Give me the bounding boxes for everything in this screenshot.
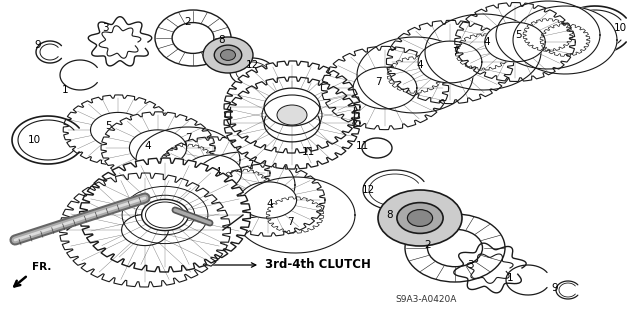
Text: 9: 9 [552,283,558,293]
Text: 1: 1 [61,85,68,95]
Polygon shape [224,61,360,153]
Polygon shape [79,158,250,272]
Text: 2: 2 [185,17,191,27]
Text: 12: 12 [245,60,259,70]
Polygon shape [141,199,188,231]
Text: 7: 7 [185,133,191,143]
Ellipse shape [203,37,253,73]
Polygon shape [101,112,215,184]
Polygon shape [357,37,473,113]
Text: 8: 8 [387,210,394,220]
Text: 7: 7 [452,47,458,57]
Text: 10: 10 [613,23,627,33]
Text: 8: 8 [219,35,225,45]
Text: 4: 4 [214,167,221,177]
Polygon shape [63,95,173,165]
Text: 5: 5 [105,121,111,131]
Polygon shape [224,77,360,169]
Polygon shape [321,46,449,130]
Text: 7: 7 [246,160,253,170]
Polygon shape [264,104,320,142]
Polygon shape [90,112,145,148]
Polygon shape [425,14,541,90]
Text: 1: 1 [507,273,513,283]
Polygon shape [122,214,168,246]
Polygon shape [387,20,513,104]
Text: S9A3-A0420A: S9A3-A0420A [395,295,456,305]
Polygon shape [129,130,187,166]
Polygon shape [239,182,296,218]
Text: 9: 9 [35,40,42,50]
Text: FR.: FR. [32,262,51,272]
Text: 2: 2 [425,240,431,250]
Text: 4: 4 [145,141,151,151]
Text: 4: 4 [484,37,490,47]
Polygon shape [235,177,355,253]
Text: 12: 12 [362,185,374,195]
Polygon shape [496,1,600,69]
Polygon shape [191,152,295,218]
Ellipse shape [397,203,443,234]
Polygon shape [353,67,417,109]
Text: 7: 7 [374,77,381,87]
Ellipse shape [221,49,236,60]
Text: 7: 7 [287,217,293,227]
Text: 4: 4 [267,199,273,209]
Polygon shape [513,6,617,74]
Polygon shape [264,88,320,126]
Text: 3rd-4th CLUTCH: 3rd-4th CLUTCH [265,258,371,271]
Ellipse shape [378,190,462,246]
Polygon shape [455,3,575,81]
Text: 11: 11 [301,147,315,157]
Polygon shape [184,155,242,191]
Text: 3: 3 [467,260,474,270]
Ellipse shape [408,210,433,226]
Text: 5: 5 [515,30,522,40]
Polygon shape [211,164,325,236]
Polygon shape [418,41,482,83]
Polygon shape [60,173,230,287]
Ellipse shape [277,105,307,125]
Text: 6: 6 [278,107,285,117]
Text: 10: 10 [28,135,40,145]
Text: 3: 3 [102,23,108,33]
Polygon shape [484,22,545,62]
Text: 11: 11 [355,141,369,151]
Polygon shape [156,137,270,209]
Ellipse shape [214,45,242,65]
Polygon shape [136,127,240,193]
Text: 4: 4 [417,60,423,70]
